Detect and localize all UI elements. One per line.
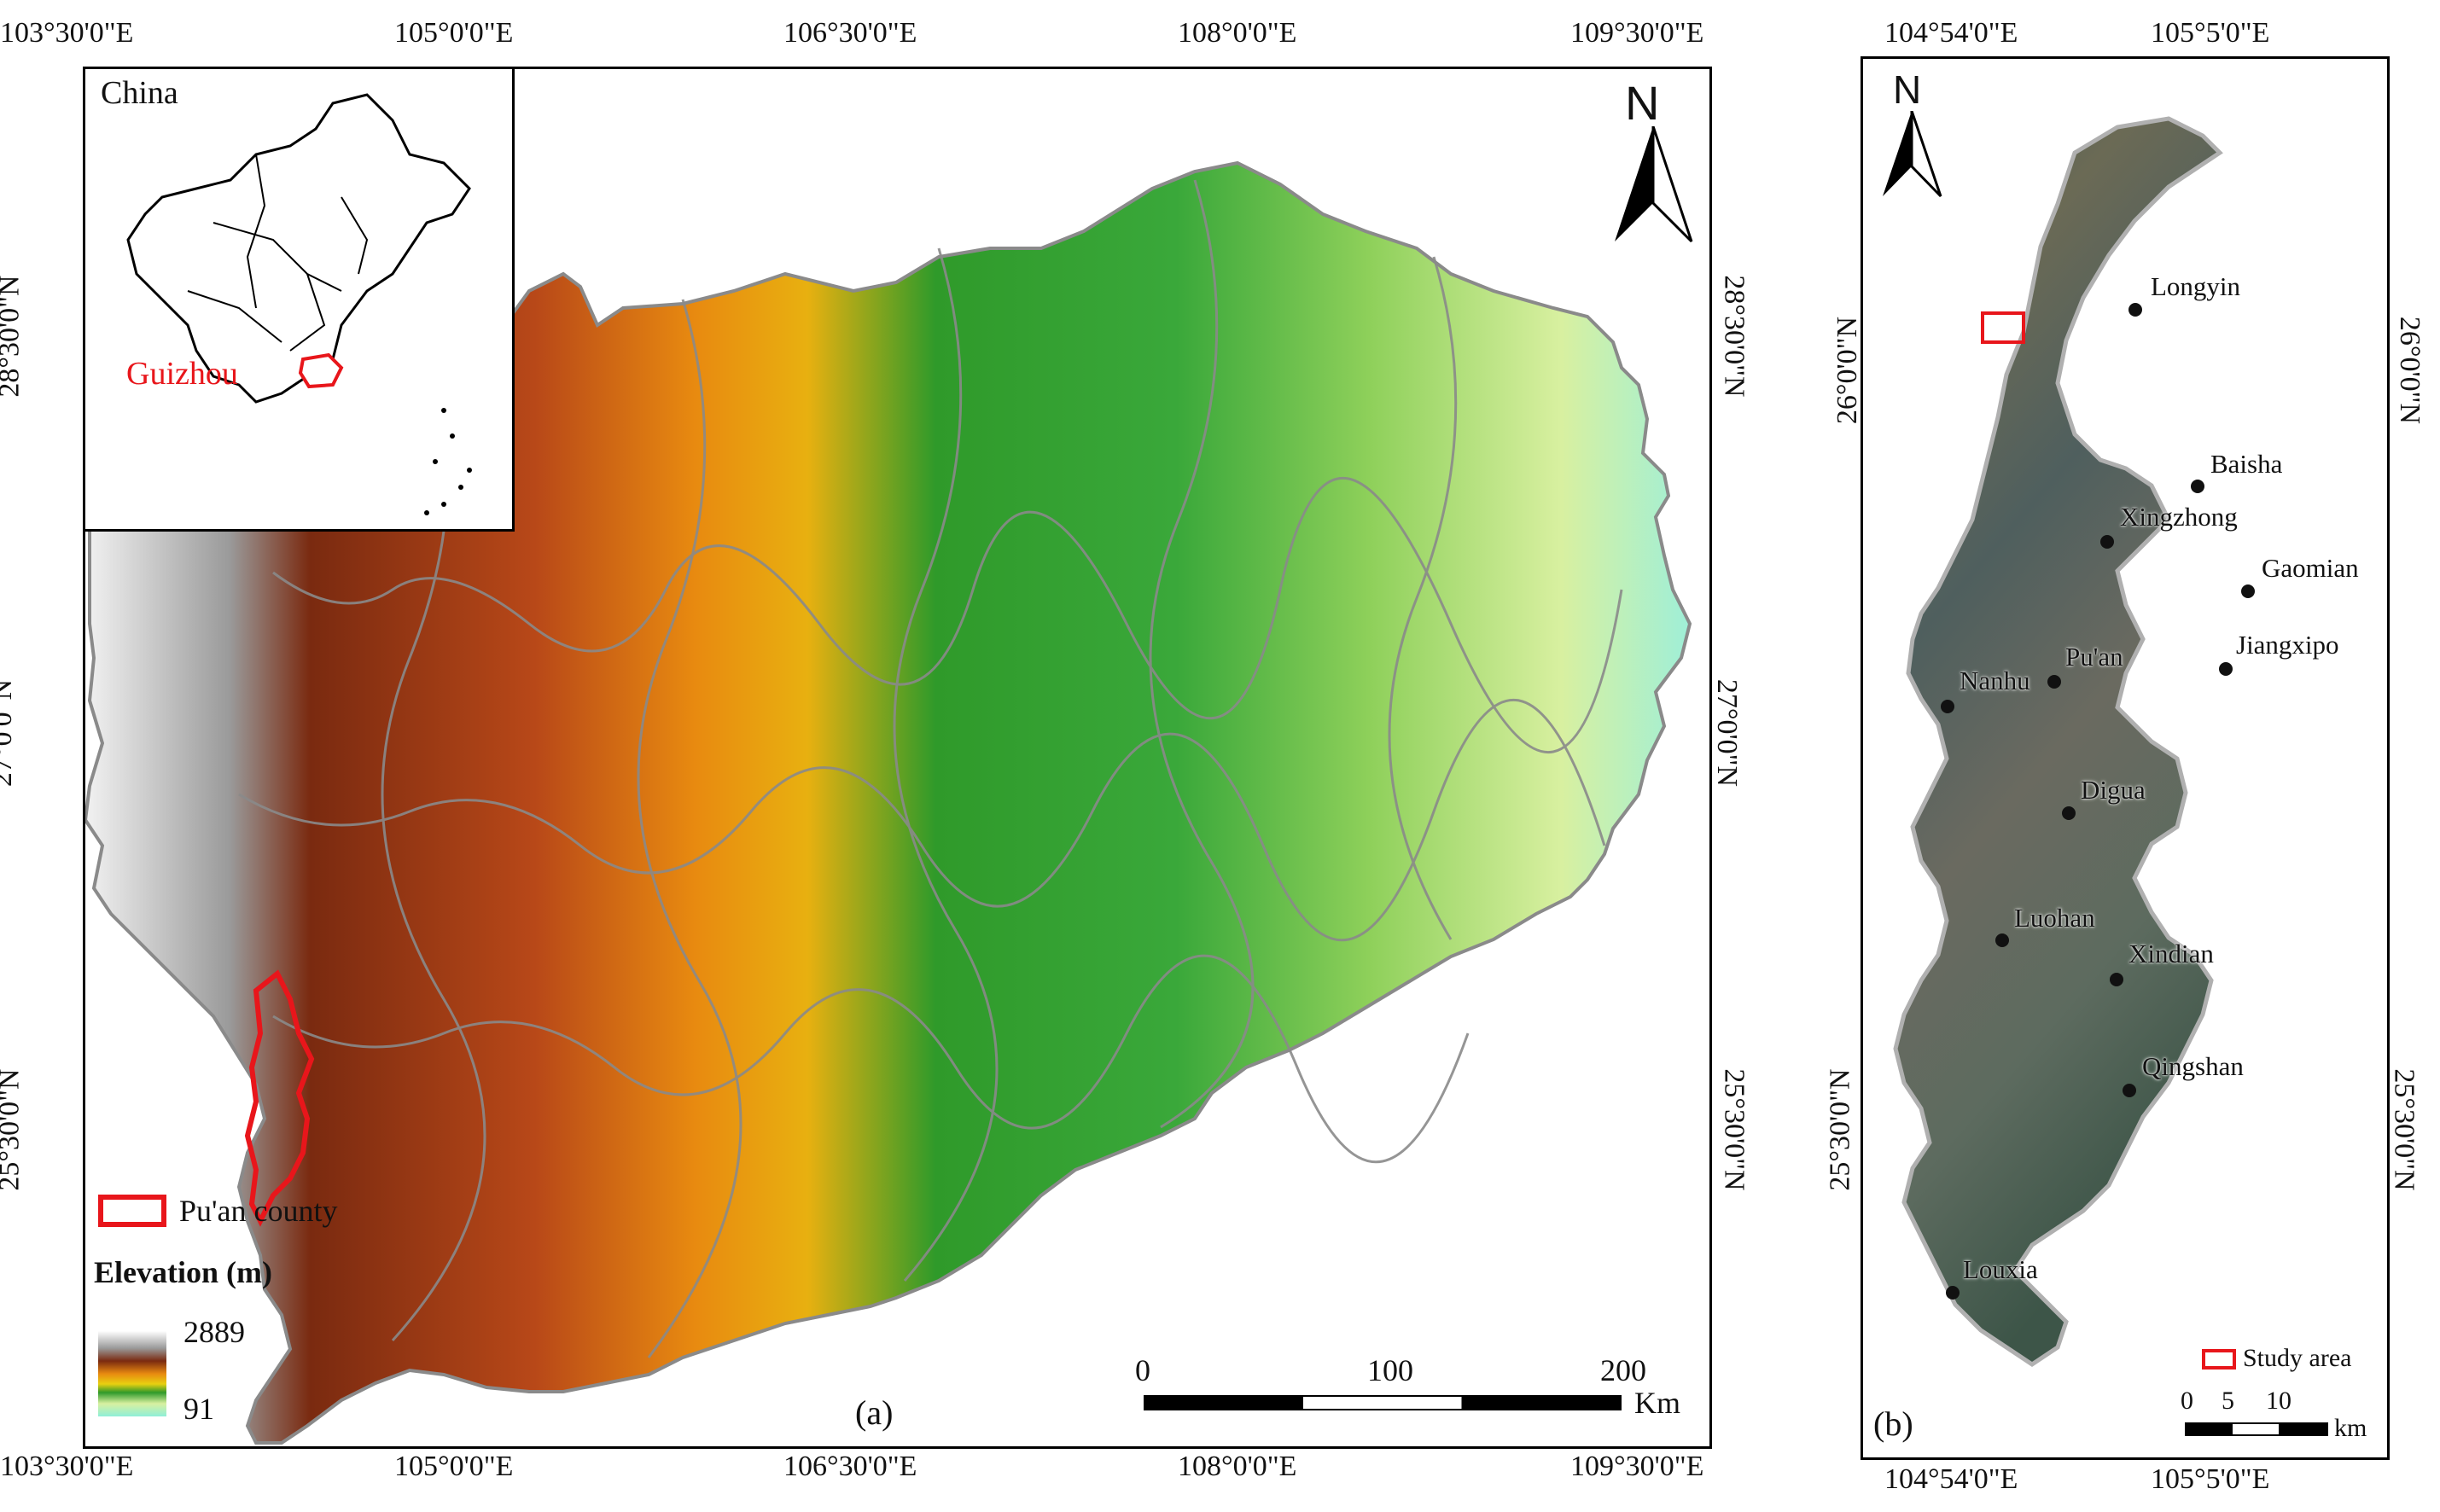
north-label-a: N xyxy=(1625,76,1660,130)
lon-tick-bottom-4: 108°0'0"E xyxy=(1178,1451,1297,1482)
place-dot-puan xyxy=(2047,675,2061,689)
china-outline-map xyxy=(126,93,472,515)
study-area-box xyxy=(1981,311,2025,344)
puan-satellite-map xyxy=(1893,116,2223,1368)
north-arrow-a: N xyxy=(1606,75,1700,246)
panel-label-b: (b) xyxy=(1873,1404,1913,1443)
lon-tick-top-3: 106°30'0"E xyxy=(783,17,917,49)
lat-tick-left-3: 25°30'0"N xyxy=(0,1068,26,1191)
place-dot-baisha xyxy=(2191,480,2204,493)
b-lon-tick-top-2: 105°5'0"E xyxy=(2151,17,2270,49)
place-label-xingzhong: Xingzhong xyxy=(2120,502,2238,532)
place-dot-jiangxipo xyxy=(2219,662,2233,676)
place-dot-longyin xyxy=(2128,303,2142,317)
guizhou-inset-highlight xyxy=(298,352,344,389)
b-lat-tick-left-2: 25°30'0"N xyxy=(1824,1068,1856,1191)
scale-bar-track xyxy=(1144,1395,1622,1410)
legend-elevation-max: 2889 xyxy=(183,1315,245,1349)
b-lat-tick-right-2: 25°30'0"N xyxy=(2388,1068,2420,1191)
lon-tick-bottom-5: 109°30'0"E xyxy=(1570,1451,1704,1482)
scale-label-0: 0 xyxy=(1135,1353,1150,1387)
place-dot-gaomian xyxy=(2241,584,2255,598)
b-lon-tick-bottom-2: 105°5'0"E xyxy=(2151,1463,2270,1495)
inset-province-label: Guizhou xyxy=(126,356,238,392)
place-label-digua: Digua xyxy=(2081,775,2146,805)
b-scale-label-10: 10 xyxy=(2266,1387,2292,1415)
lat-tick-right-2: 27°0'0"N xyxy=(1711,678,1744,788)
legend-a: Pu'an county Elevation (m) 2889 91 xyxy=(94,1186,401,1442)
north-label-b: N xyxy=(1893,67,1922,112)
inset-country-label: China xyxy=(101,75,178,111)
puan-county-outline xyxy=(244,969,315,1227)
legend-b: Study area xyxy=(2202,1344,2390,1378)
place-label-gaomian: Gaomian xyxy=(2262,553,2359,583)
place-label-luohan: Luohan xyxy=(2014,903,2095,933)
scale-label-100: 100 xyxy=(1367,1353,1413,1387)
lon-tick-bottom-1: 103°30'0"E xyxy=(0,1451,134,1482)
north-arrow-b: N xyxy=(1878,67,1946,212)
b-scale-bar-track xyxy=(2185,1422,2328,1436)
legend-study-area-swatch xyxy=(2202,1349,2236,1370)
china-inset: China Guizhou xyxy=(83,67,515,532)
lat-tick-right-1: 28°30'0"N xyxy=(1718,275,1750,398)
legend-study-area-label: Study area xyxy=(2243,1344,2352,1372)
b-lon-tick-bottom-1: 104°54'0"E xyxy=(1884,1463,2018,1495)
place-dot-xingzhong xyxy=(2100,535,2114,549)
place-label-longyin: Longyin xyxy=(2151,271,2241,301)
lon-tick-top-2: 105°0'0"E xyxy=(394,17,514,49)
map-frame-b xyxy=(1861,56,2390,1460)
place-label-xindian: Xindian xyxy=(2128,939,2214,968)
legend-elevation-title: Elevation (m) xyxy=(94,1255,272,1289)
b-scale-label-5: 5 xyxy=(2222,1387,2234,1415)
place-label-qingshan: Qingshan xyxy=(2142,1051,2244,1081)
place-label-puan: Pu'an xyxy=(2065,642,2123,672)
scale-unit-a: Km xyxy=(1634,1386,1680,1420)
legend-county-swatch xyxy=(98,1195,166,1227)
place-dot-digua xyxy=(2062,806,2076,820)
b-lat-tick-right-1: 26°0'0"N xyxy=(2394,316,2426,425)
b-scale-unit: km xyxy=(2334,1414,2367,1442)
place-label-nanhu: Nanhu xyxy=(1960,666,2030,695)
lon-tick-top-4: 108°0'0"E xyxy=(1178,17,1297,49)
place-dot-xindian xyxy=(2110,973,2123,986)
panel-label-a: (a) xyxy=(855,1393,894,1432)
lon-tick-bottom-2: 105°0'0"E xyxy=(394,1451,514,1482)
legend-elevation-ramp xyxy=(98,1331,166,1416)
b-lat-tick-left-1: 26°0'0"N xyxy=(1831,316,1864,425)
b-lon-tick-top-1: 104°54'0"E xyxy=(1884,17,2018,49)
place-dot-luohan xyxy=(1995,933,2009,947)
place-label-baisha: Baisha xyxy=(2210,449,2283,479)
scale-bar-a: 0 100 200 Km xyxy=(1135,1352,1707,1421)
place-dot-louxia xyxy=(1946,1286,1960,1300)
north-arrow-b-icon xyxy=(1883,111,1942,198)
scale-bar-b: 0 5 10 km xyxy=(2181,1387,2385,1446)
lon-tick-bottom-3: 106°30'0"E xyxy=(783,1451,917,1482)
lon-tick-top-5: 109°30'0"E xyxy=(1570,17,1704,49)
place-dot-nanhu xyxy=(1941,700,1954,713)
lat-tick-right-3: 25°30'0"N xyxy=(1718,1068,1750,1191)
legend-elevation-min: 91 xyxy=(183,1392,214,1426)
place-label-jiangxipo: Jiangxipo xyxy=(2236,630,2339,660)
puan-county-satellite-shape xyxy=(1893,116,2223,1368)
place-label-louxia: Louxia xyxy=(1963,1254,2038,1284)
scale-label-200: 200 xyxy=(1600,1353,1646,1387)
north-arrow-icon xyxy=(1615,126,1693,243)
legend-county-label: Pu'an county xyxy=(179,1194,338,1228)
lat-tick-left-2: 27°0'0"N xyxy=(0,678,19,788)
place-dot-qingshan xyxy=(2123,1084,2136,1097)
b-scale-label-0: 0 xyxy=(2181,1387,2193,1415)
lat-tick-left-1: 28°30'0"N xyxy=(0,275,26,398)
lon-tick-top-1: 103°30'0"E xyxy=(0,17,134,49)
